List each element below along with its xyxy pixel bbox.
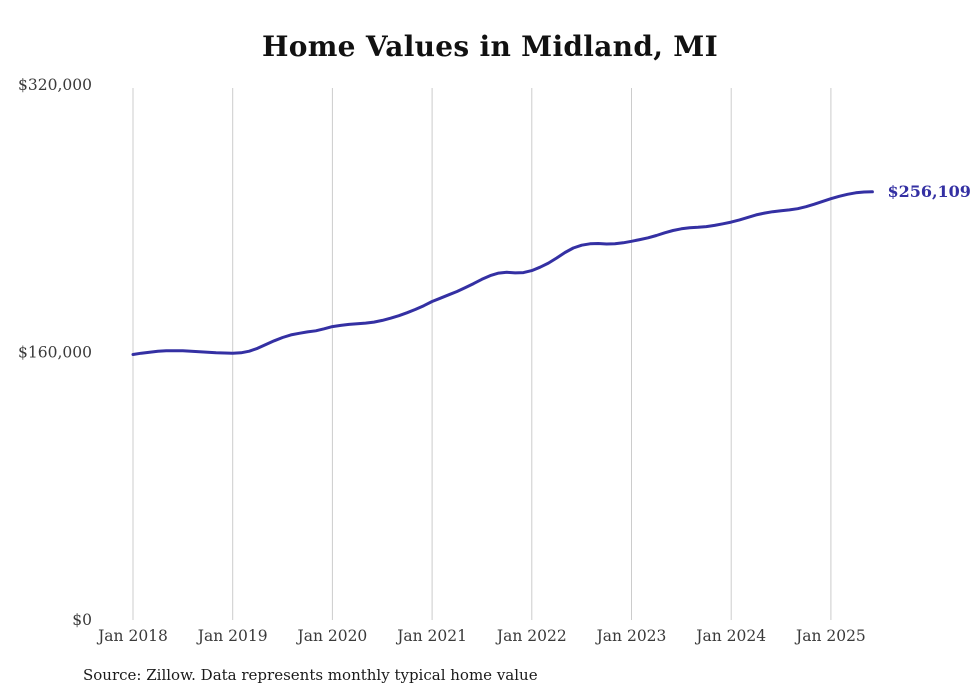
x-axis-tick-label: Jan 2018 [96, 627, 168, 645]
x-axis-tick-label: Jan 2022 [495, 627, 567, 645]
home-value-line [131, 190, 874, 356]
x-axis-tick-label: Jan 2024 [694, 627, 766, 645]
x-axis-tick-label: Jan 2019 [196, 627, 268, 645]
x-axis-tick-label: Jan 2023 [595, 627, 667, 645]
x-axis-tick-label: Jan 2025 [794, 627, 866, 645]
end-value-label: $256,109 [887, 181, 971, 201]
source-note: Source: Zillow. Data represents monthly … [83, 666, 538, 684]
y-axis-tick-label: $0 [72, 611, 92, 629]
x-axis-tick-label: Jan 2020 [295, 627, 367, 645]
y-axis-tick-label: $320,000 [18, 76, 92, 94]
y-axis-tick-label: $160,000 [18, 344, 92, 362]
x-axis-tick-label: Jan 2021 [395, 627, 467, 645]
chart-title: Home Values in Midland, MI [262, 30, 718, 63]
